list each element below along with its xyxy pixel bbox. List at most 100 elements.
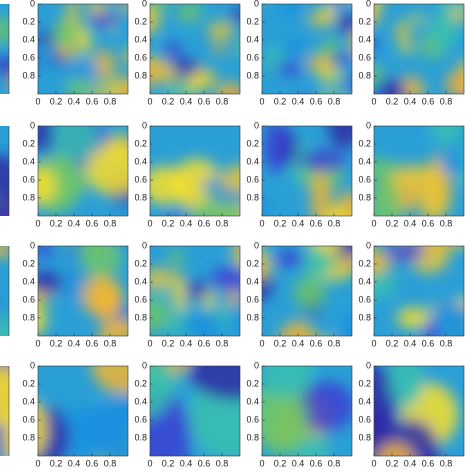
y-tick-label: 0.2 [246, 378, 259, 388]
y-tick-label: 0.8 [358, 432, 371, 442]
panel: 0 0.2 0.4 0.6 0.8 0 0.2 0.4 0.6 0.8 [246, 240, 353, 348]
x-tick-label: 0.2 [50, 96, 63, 106]
x-tick-label: 0.2 [162, 338, 175, 348]
heatmap-image [374, 4, 464, 94]
y-tick-label: 0 [142, 0, 147, 8]
x-tick-label: 0.2 [386, 96, 399, 106]
y-tick-label: 0.4 [246, 276, 259, 286]
x-tick-label: 0.6 [198, 338, 211, 348]
x-tick-label: 0.4 [180, 96, 193, 106]
axes-frame [37, 125, 129, 217]
y-tick-label: 0.6 [22, 414, 35, 424]
x-tick-label: 0 [35, 96, 40, 106]
y-tick-label: 0.2 [22, 16, 35, 26]
y-tick-label: 0.6 [134, 52, 147, 62]
axes-frame [149, 125, 241, 217]
x-tick-label: 0.6 [198, 96, 211, 106]
y-tick-label: 0.8 [134, 432, 147, 442]
y-tick-label: 0.6 [358, 294, 371, 304]
x-tick-label: 0.8 [440, 218, 453, 228]
y-tick-label: 0.8 [22, 70, 35, 80]
axes-frame [37, 3, 129, 95]
y-tick-label: 0.6 [358, 414, 371, 424]
y-tick-label: 0 [142, 120, 147, 130]
x-tick-label: 0.6 [310, 218, 323, 228]
panel: 0 0.2 0.4 0.6 0.8 0 0.2 0.4 0.6 0.8 [358, 360, 465, 468]
y-tick-label: 0.2 [246, 258, 259, 268]
x-tick-label: 0.8 [440, 338, 453, 348]
heatmap-image [262, 126, 352, 216]
x-tick-label: 0.2 [386, 458, 399, 468]
y-tick-label: 0.6 [134, 414, 147, 424]
heatmap-image [374, 246, 464, 336]
x-tick-label: 0.2 [386, 338, 399, 348]
x-tick-label: 0.4 [68, 458, 81, 468]
x-tick-label: 0.4 [404, 218, 417, 228]
y-tick-label: 0.2 [134, 258, 147, 268]
y-tick-label: 0 [142, 360, 147, 370]
y-tick-label: 0 [30, 360, 35, 370]
heatmap-image [38, 126, 128, 216]
y-tick-label: 0 [366, 0, 371, 8]
y-tick-label: 0.4 [22, 396, 35, 406]
axes-frame [261, 365, 353, 457]
panel: 0 0.2 0.4 0.6 0.8 0 0.2 0.4 0.6 0.8 [22, 120, 129, 228]
x-tick-label: 0.4 [180, 218, 193, 228]
x-tick-label: 0.2 [50, 218, 63, 228]
x-tick-label: 0.6 [86, 458, 99, 468]
y-tick-label: 0.8 [246, 192, 259, 202]
panel: 0 0.2 0.4 0.6 0.8 0 0.2 0.4 0.6 0.8 [22, 240, 129, 348]
x-tick-label: 0.4 [68, 218, 81, 228]
panel: 0 0.2 0.4 0.6 0.8 0 0.2 0.4 0.6 0.8 [358, 240, 465, 348]
x-tick-label: 0.2 [50, 338, 63, 348]
x-tick-label: 0.4 [292, 218, 305, 228]
y-tick-label: 0.4 [134, 156, 147, 166]
panel: 0 0.2 0.4 0.6 0.8 0 0.2 0.4 0.6 0.8 [134, 0, 241, 106]
x-tick-label: 0.8 [104, 218, 117, 228]
y-tick-label: 0.6 [22, 52, 35, 62]
x-tick-label: 0.8 [216, 218, 229, 228]
heatmap-image [262, 4, 352, 94]
heatmap-image [374, 126, 464, 216]
y-tick-label: 0 [254, 0, 259, 8]
x-tick-label: 0.8 [328, 458, 341, 468]
partial-panel [0, 366, 10, 456]
heatmap-image [374, 366, 464, 456]
x-tick-label: 0.8 [328, 218, 341, 228]
x-tick-label: 0 [147, 96, 152, 106]
x-tick-label: 0.6 [86, 218, 99, 228]
panel: 0 0.2 0.4 0.6 0.8 0 0.2 0.4 0.6 0.8 [246, 360, 353, 468]
panel: 0 0.2 0.4 0.6 0.8 0 0.2 0.4 0.6 0.8 [22, 360, 129, 468]
x-tick-label: 0 [35, 458, 40, 468]
panel: 0 0.2 0.4 0.6 0.8 0 0.2 0.4 0.6 0.8 [22, 0, 129, 106]
axes-frame [373, 365, 465, 457]
y-tick-label: 0.8 [358, 70, 371, 80]
x-tick-label: 0.2 [386, 218, 399, 228]
y-tick-label: 0.6 [358, 52, 371, 62]
x-tick-label: 0.4 [404, 96, 417, 106]
x-tick-label: 0.8 [216, 458, 229, 468]
x-tick-label: 0.4 [404, 338, 417, 348]
y-tick-label: 0.4 [134, 34, 147, 44]
x-tick-label: 0.2 [274, 338, 287, 348]
x-tick-label: 0 [371, 96, 376, 106]
x-tick-label: 0 [147, 458, 152, 468]
y-tick-label: 0.6 [134, 294, 147, 304]
y-tick-label: 0.4 [246, 396, 259, 406]
x-tick-label: 0.8 [328, 96, 341, 106]
x-tick-label: 0.8 [440, 96, 453, 106]
axes-frame [149, 245, 241, 337]
x-tick-label: 0 [371, 458, 376, 468]
y-tick-label: 0.6 [246, 294, 259, 304]
y-tick-label: 0.8 [358, 312, 371, 322]
y-tick-label: 0 [142, 240, 147, 250]
y-tick-label: 0.4 [22, 156, 35, 166]
y-tick-label: 0.4 [246, 34, 259, 44]
y-tick-label: 0.8 [22, 312, 35, 322]
x-tick-label: 0.6 [422, 96, 435, 106]
x-tick-label: 0 [259, 458, 264, 468]
y-tick-label: 0.2 [358, 16, 371, 26]
y-tick-label: 0 [366, 360, 371, 370]
y-tick-label: 0.4 [358, 396, 371, 406]
